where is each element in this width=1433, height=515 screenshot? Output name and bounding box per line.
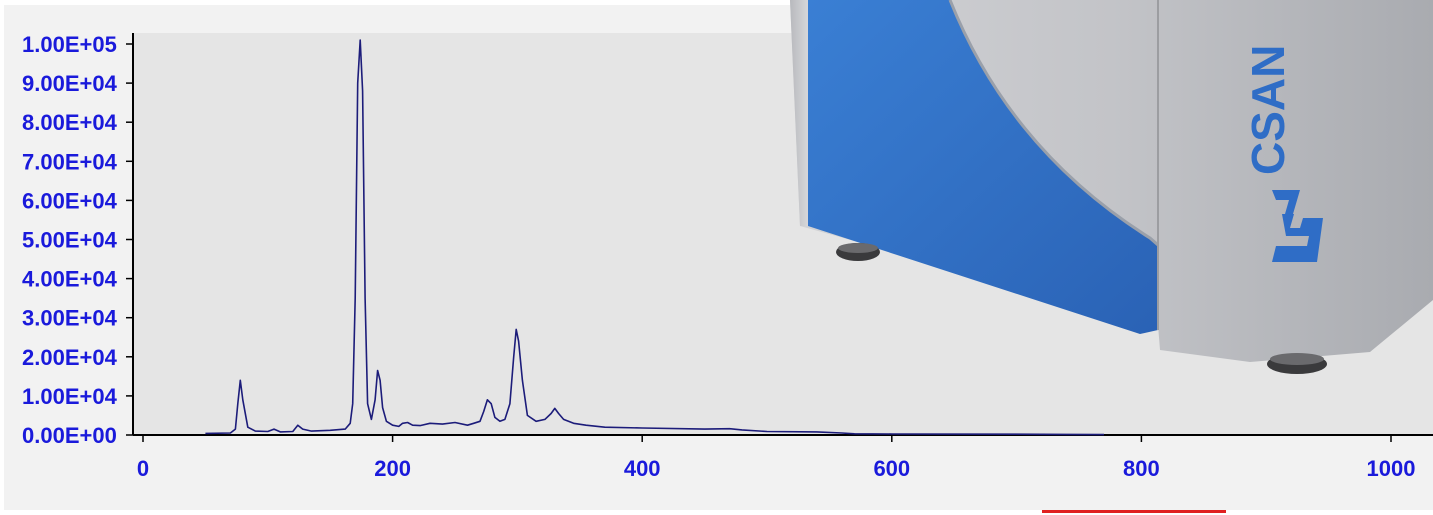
x-tick-label: 0 [137, 456, 149, 481]
csan-logo-icon [1272, 190, 1323, 262]
instrument-left-edge [790, 0, 808, 226]
x-tick-label: 1000 [1367, 456, 1416, 481]
x-tick-label: 400 [624, 456, 661, 481]
y-tick-label: 4.00E+04 [22, 267, 118, 292]
y-tick-label: 5.00E+04 [22, 228, 118, 253]
x-tick-label: 200 [374, 456, 411, 481]
instrument-foot-right-top [1270, 353, 1324, 365]
y-tick-label: 1.00E+05 [22, 32, 117, 57]
y-tick-label: 7.00E+04 [22, 149, 118, 174]
y-axis-ticks: 0.00E+00 1.00E+04 2.00E+04 3.00E+04 4.00E+04… [22, 32, 133, 448]
series-layer [205, 39, 1105, 436]
instrument-foot-left-top [838, 243, 878, 253]
y-tick-label: 8.00E+04 [22, 110, 118, 135]
instrument-blue-panel [808, 0, 1158, 334]
y-tick-label: 1.00E+04 [22, 384, 118, 409]
y-tick-label: 9.00E+04 [22, 71, 118, 96]
spectrum-line-series-0 [205, 39, 1105, 436]
x-tick-label: 600 [873, 456, 910, 481]
x-axis-ticks: 0 200 400 600 800 1000 [137, 435, 1416, 481]
y-tick-label: 6.00E+04 [22, 188, 118, 213]
y-tick-label: 0.00E+00 [22, 423, 117, 448]
brand-name: CSAN [1242, 45, 1294, 175]
instrument-panel-edge [948, 0, 1159, 247]
y-tick-label: 2.00E+04 [22, 345, 118, 370]
instrument-body: CSAN [790, 0, 1433, 374]
x-tick-label: 800 [1123, 456, 1160, 481]
y-tick-label: 3.00E+04 [22, 306, 118, 331]
red-underline [1042, 510, 1226, 513]
